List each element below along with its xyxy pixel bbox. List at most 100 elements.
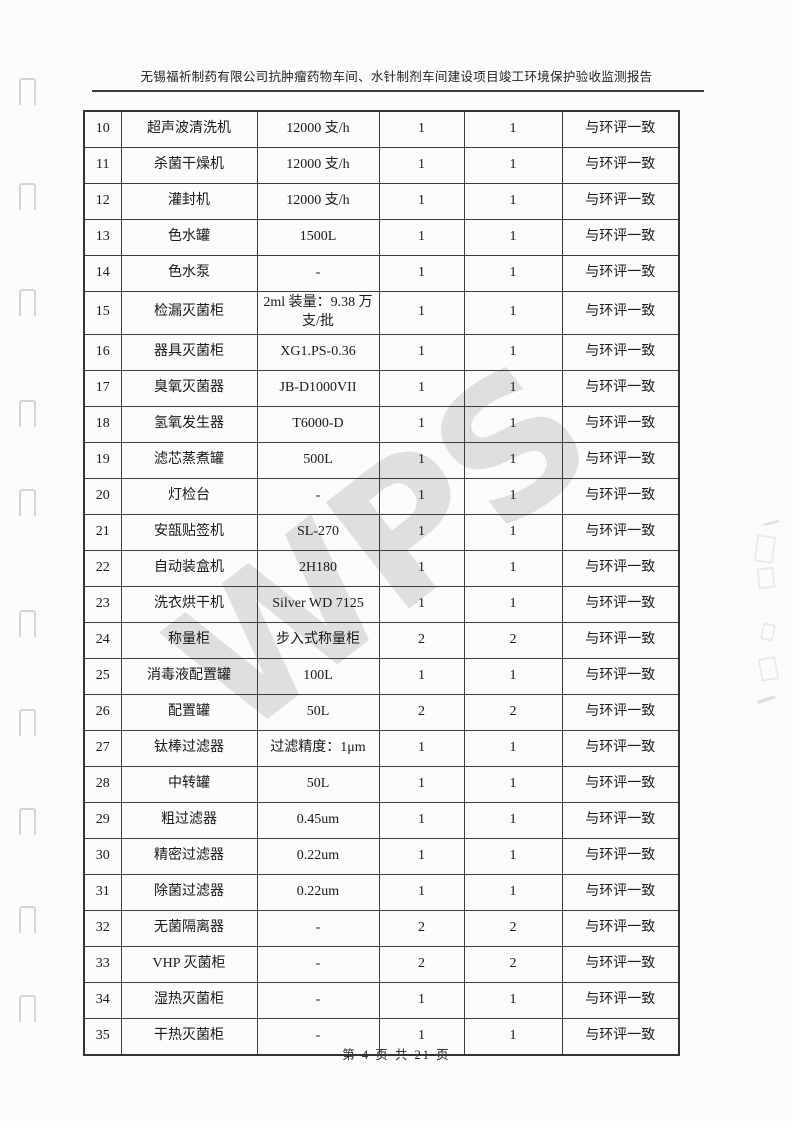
table-row: 13 色水罐 1500L 1 1 与环评一致 <box>83 219 680 256</box>
equipment-table-body: 10 超声波清洗机 12000 支/h 1 1 与环评一致 11 杀菌干燥机 12000 支/h… <box>83 110 680 1056</box>
cell-name: 湿热灭菌柜 <box>120 981 258 1019</box>
cell-no: 13 <box>83 219 122 256</box>
table-row: 31 除菌过滤器 0.22um 1 1 与环评一致 <box>83 873 680 911</box>
report-header-title: 无锡福祈制药有限公司抗肿瘤药物车间、水针制剂车间建设项目竣工环境保护验收监测报告 <box>140 70 653 84</box>
cell-spec: - <box>256 981 380 1019</box>
cell-qty2: 1 <box>463 291 563 335</box>
cell-no: 17 <box>83 369 122 407</box>
cell-qty1: 1 <box>378 1017 465 1056</box>
cell-qty1: 1 <box>378 765 465 803</box>
cell-name: 检漏灭菌柜 <box>120 291 258 335</box>
cell-name: 灯检台 <box>120 477 258 515</box>
cell-qty2: 1 <box>463 513 563 551</box>
cell-no: 15 <box>83 291 122 335</box>
cell-qty2: 1 <box>463 369 563 407</box>
cell-spec: 0.45um <box>256 801 380 839</box>
table-row: 14 色水泵 -1 1 与环评一致 <box>83 255 680 292</box>
cell-qty2: 1 <box>463 729 563 767</box>
cell-name: 色水罐 <box>120 219 258 256</box>
cell-qty2: 1 <box>463 147 563 184</box>
cell-spec: - <box>256 477 380 515</box>
cell-name: 灌封机 <box>120 183 258 220</box>
cell-name: 中转罐 <box>120 765 258 803</box>
cell-qty2: 2 <box>463 909 563 947</box>
cell-qty1: 1 <box>378 657 465 695</box>
cell-spec: T6000-D <box>256 405 380 443</box>
cell-spec: 12000 支/h <box>256 147 380 184</box>
cell-qty2: 1 <box>463 837 563 875</box>
cell-spec: 50L <box>256 765 380 803</box>
cell-no: 11 <box>83 147 122 184</box>
cell-remark: 与环评一致 <box>561 693 680 731</box>
cell-qty2: 1 <box>463 441 563 479</box>
cell-no: 20 <box>83 477 122 515</box>
cell-qty2: 1 <box>463 981 563 1019</box>
cell-name: 粗过滤器 <box>120 801 258 839</box>
cell-remark: 与环评一致 <box>561 1017 680 1056</box>
table-row: 17 臭氧灭菌器 JB-D1000VII 1 1 与环评一致 <box>83 369 680 407</box>
table-row: 15 检漏灭菌柜 2ml 装量：9.38 万支/批 1 1 与环评一致 <box>83 291 680 335</box>
cell-name: 配置罐 <box>120 693 258 731</box>
cell-spec: XG1.PS-0.36 <box>256 333 380 371</box>
cell-qty2: 1 <box>463 657 563 695</box>
cell-no: 23 <box>83 585 122 623</box>
cell-no: 19 <box>83 441 122 479</box>
cell-qty2: 1 <box>463 765 563 803</box>
table-row: 27 钛棒过滤器 过滤精度：1μm 1 1 与环评一致 <box>83 729 680 767</box>
cell-qty1: 2 <box>378 945 465 983</box>
cell-qty1: 1 <box>378 513 465 551</box>
cell-name: 干热灭菌柜 <box>120 1017 258 1056</box>
cell-qty2: 1 <box>463 405 563 443</box>
cell-spec: 0.22um <box>256 873 380 911</box>
table-row: 11 杀菌干燥机 12000 支/h 1 1 与环评一致 <box>83 147 680 184</box>
cell-qty2: 1 <box>463 333 563 371</box>
stamp-fragment <box>756 567 776 589</box>
table-row: 30 精密过滤器 0.22um 1 1 与环评一致 <box>83 837 680 875</box>
staple-mark <box>19 610 36 637</box>
table-row: 21 安瓿贴签机 SL-270 1 1 与环评一致 <box>83 513 680 551</box>
staple-mark <box>19 906 36 933</box>
cell-qty1: 2 <box>378 693 465 731</box>
cell-no: 16 <box>83 333 122 371</box>
cell-qty2: 1 <box>463 549 563 587</box>
table-row: 12 灌封机 12000 支/h 1 1 与环评一致 <box>83 183 680 220</box>
cell-qty2: 2 <box>463 621 563 659</box>
cell-remark: 与环评一致 <box>561 183 680 220</box>
table-row: 16 器具灭菌柜 XG1.PS-0.36 1 1 与环评一致 <box>83 333 680 371</box>
cell-no: 30 <box>83 837 122 875</box>
cell-remark: 与环评一致 <box>561 477 680 515</box>
cell-qty1: 1 <box>378 729 465 767</box>
cell-name: 超声波清洗机 <box>120 110 258 148</box>
cell-qty1: 1 <box>378 219 465 256</box>
cell-name: 无菌隔离器 <box>120 909 258 947</box>
cell-qty1: 1 <box>378 333 465 371</box>
cell-no: 29 <box>83 801 122 839</box>
stamp-fragment <box>758 656 779 682</box>
table-row: 28 中转罐 50L 1 1 与环评一致 <box>83 765 680 803</box>
cell-qty1: 1 <box>378 549 465 587</box>
cell-spec: 1500L <box>256 219 380 256</box>
cell-remark: 与环评一致 <box>561 255 680 292</box>
cell-spec: 步入式称量柜 <box>256 621 380 659</box>
cell-spec: 过滤精度：1μm <box>256 729 380 767</box>
table-row: 26 配置罐 50L 2 2 与环评一致 <box>83 693 680 731</box>
cell-qty2: 2 <box>463 945 563 983</box>
cell-remark: 与环评一致 <box>561 981 680 1019</box>
table-row: 32 无菌隔离器 -2 2 与环评一致 <box>83 909 680 947</box>
cell-name: 色水泵 <box>120 255 258 292</box>
cell-qty2: 1 <box>463 477 563 515</box>
cell-spec: - <box>256 255 380 292</box>
cell-qty1: 1 <box>378 110 465 148</box>
cell-remark: 与环评一致 <box>561 333 680 371</box>
table-row: 34 湿热灭菌柜 -1 1 与环评一致 <box>83 981 680 1019</box>
cell-qty1: 1 <box>378 801 465 839</box>
cell-qty1: 1 <box>378 147 465 184</box>
cell-no: 28 <box>83 765 122 803</box>
table-row: 23 洗衣烘干机 Silver WD 7125 1 1 与环评一致 <box>83 585 680 623</box>
equipment-table: 10 超声波清洗机 12000 支/h 1 1 与环评一致 11 杀菌干燥机 12000 支/h… <box>83 110 680 1056</box>
table-row: 33 VHP 灭菌柜 -2 2 与环评一致 <box>83 945 680 983</box>
cell-qty1: 1 <box>378 291 465 335</box>
cell-qty1: 2 <box>378 621 465 659</box>
cell-spec: JB-D1000VII <box>256 369 380 407</box>
